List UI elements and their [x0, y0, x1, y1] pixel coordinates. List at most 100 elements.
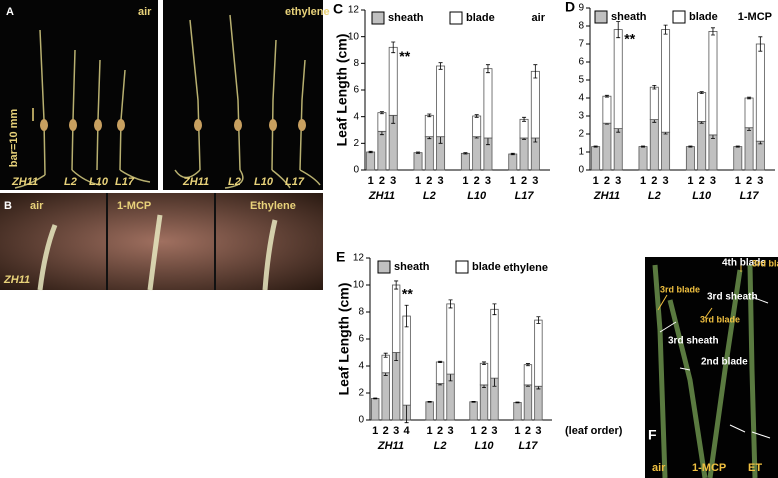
leaves-f	[652, 264, 758, 478]
error-bar	[379, 111, 384, 115]
error-bar	[663, 24, 668, 35]
x-tick-label: 3	[485, 175, 491, 187]
bar-sheath	[469, 401, 478, 421]
chart-title: 1-MCP	[738, 11, 772, 23]
y-tick-label: 0	[358, 415, 364, 426]
y-tick-label: 2	[578, 129, 584, 140]
error-bar	[688, 145, 693, 148]
chart-title: air	[532, 12, 546, 24]
legend-label: blade	[689, 11, 718, 23]
error-bar	[373, 397, 378, 400]
group-label: L10	[475, 440, 495, 452]
error-bar	[438, 360, 443, 364]
y-tick-label: 5	[578, 75, 584, 86]
y-tick-label: 0	[578, 165, 584, 176]
legend-swatch	[377, 260, 391, 274]
x-tick-label: 3	[491, 425, 497, 437]
bar-blade	[472, 115, 482, 138]
y-tick-label: 0	[353, 165, 359, 176]
bar-sheath	[413, 152, 423, 171]
f-label: 3rd sheath	[707, 292, 758, 303]
error-bar	[471, 400, 476, 403]
x-tick-label: 3	[615, 175, 621, 187]
legend-swatch	[672, 10, 686, 24]
bar-blade	[530, 70, 540, 139]
legend-swatch	[594, 10, 608, 24]
error-bar	[641, 145, 646, 148]
error-bar	[404, 304, 409, 328]
line-label: L2	[228, 176, 241, 188]
bar-blade	[613, 29, 623, 130]
bar-blade	[479, 362, 489, 386]
y-tick-label: 4	[358, 361, 364, 372]
error-bar	[525, 363, 530, 367]
bar-blade	[391, 284, 401, 353]
y-tick-label: 10	[353, 280, 365, 291]
x-tick-label: 3	[438, 175, 444, 187]
group-label: L2	[648, 190, 661, 202]
x-tick-label: 2	[525, 425, 531, 437]
error-bar	[593, 145, 598, 148]
bar-sheath	[638, 146, 648, 171]
bar-sheath	[591, 146, 601, 171]
x-tick-label: 2	[379, 175, 385, 187]
bar-sheath	[391, 352, 401, 421]
bar-sheath	[472, 136, 482, 171]
error-bar	[482, 361, 487, 366]
error-bar	[510, 152, 515, 156]
x-tick-label: 2	[437, 425, 443, 437]
bar-sheath	[381, 372, 390, 421]
error-bar	[416, 151, 421, 154]
f-label: 4th blade	[722, 258, 766, 269]
error-bar	[515, 401, 520, 404]
legend-swatch	[449, 11, 463, 25]
y-tick-label: 2	[353, 138, 359, 149]
bar-blade	[602, 95, 612, 124]
photo-title: Ethylene	[250, 200, 296, 212]
error-bar	[463, 152, 468, 155]
group-label: L10	[692, 190, 712, 202]
bar-blade	[446, 303, 455, 375]
x-tick-label: 3	[757, 175, 763, 187]
y-tick-label: 6	[578, 57, 584, 68]
line-label: L2	[64, 176, 77, 188]
error-bar	[604, 94, 609, 98]
x-tick-label: 3	[663, 175, 669, 187]
plants-ethylene	[174, 14, 321, 189]
x-tick-label: 3	[393, 425, 399, 437]
x-tick-label: 1	[510, 175, 516, 187]
line-label: ZH11	[11, 176, 38, 188]
panel-label: D	[565, 0, 575, 15]
x-tick-label: 2	[746, 175, 752, 187]
x-tick-label: 2	[604, 175, 610, 187]
error-bar	[427, 113, 432, 118]
f-label: 3rd sheath	[668, 336, 719, 347]
error-bar	[368, 150, 373, 154]
seeds-air	[40, 119, 125, 131]
bar-sheath	[366, 151, 376, 171]
bar-sheath	[513, 402, 522, 421]
bar-sheath	[733, 146, 743, 171]
bar-sheath	[534, 385, 543, 421]
error-bar	[383, 352, 388, 358]
y-tick-label: 6	[353, 85, 359, 96]
shoots-b	[37, 214, 278, 291]
x-tick-label: 2	[474, 175, 480, 187]
bar-sheath	[661, 131, 671, 171]
error-bar	[536, 316, 541, 324]
panel-label: E	[336, 249, 345, 265]
bar-blade	[649, 86, 659, 120]
y-tick-label: 8	[353, 58, 359, 69]
bar-sheath	[744, 127, 754, 171]
error-bar	[522, 116, 527, 122]
column-label: air	[652, 462, 666, 474]
photo-title: air	[30, 200, 44, 212]
arrows-f-yellow	[657, 258, 742, 319]
x-tick-label: 3	[447, 425, 453, 437]
scale-label: bar=10 mm	[8, 109, 20, 168]
bar-sheath	[523, 384, 533, 421]
error-bar	[492, 303, 497, 316]
error-bar	[448, 299, 453, 309]
